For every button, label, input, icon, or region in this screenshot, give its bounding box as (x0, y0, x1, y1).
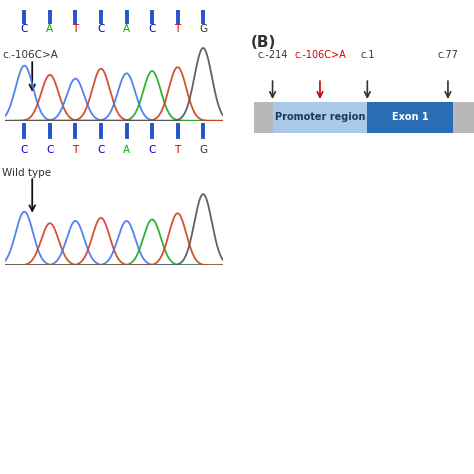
Text: c.-106C>A: c.-106C>A (2, 50, 58, 60)
Text: (B): (B) (251, 35, 277, 50)
Text: C: C (97, 145, 105, 155)
Text: c.-106C>A: c.-106C>A (294, 50, 346, 60)
Text: C: C (148, 145, 156, 155)
Text: c.1: c.1 (360, 50, 374, 60)
Text: G: G (199, 145, 207, 155)
Text: C: C (46, 145, 54, 155)
Text: c.77: c.77 (438, 50, 458, 60)
Text: T: T (174, 24, 181, 34)
Text: T: T (73, 24, 79, 34)
Text: C: C (21, 24, 28, 34)
Text: C: C (21, 145, 28, 155)
Bar (453, 102, 474, 133)
Text: T: T (73, 145, 79, 155)
Bar (254, 102, 273, 133)
Bar (367, 102, 453, 133)
Text: Wild type: Wild type (2, 168, 52, 178)
Text: A: A (46, 24, 54, 34)
Text: A: A (123, 24, 130, 34)
Text: Promoter region: Promoter region (275, 112, 365, 122)
Bar (273, 102, 367, 133)
Text: G: G (199, 24, 207, 34)
Text: Exon 1: Exon 1 (392, 112, 428, 122)
Text: C: C (148, 24, 156, 34)
Text: c.-214: c.-214 (257, 50, 288, 60)
Text: C: C (97, 24, 105, 34)
Text: T: T (174, 145, 181, 155)
Text: A: A (123, 145, 130, 155)
